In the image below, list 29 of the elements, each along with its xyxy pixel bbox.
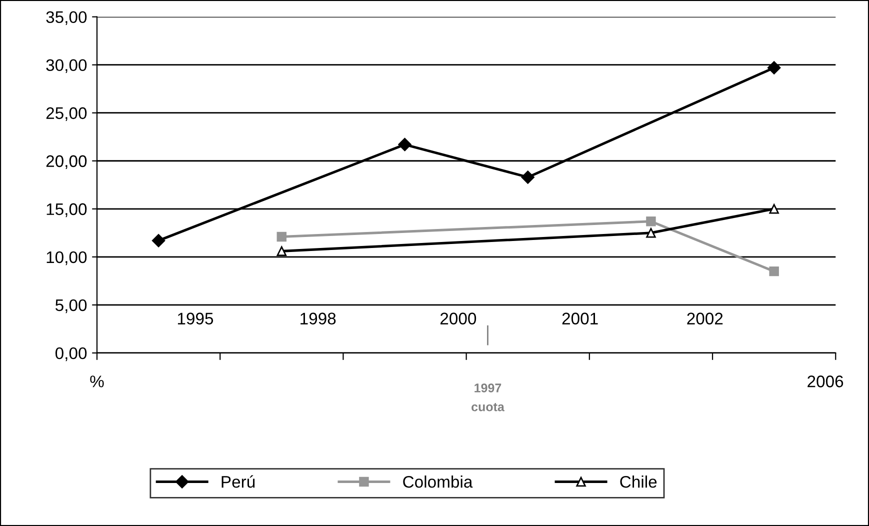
point — [521, 170, 534, 184]
y-tick-label: 15,00 — [46, 203, 87, 218]
y-tick-label: 5,00 — [55, 299, 87, 314]
point — [646, 228, 656, 238]
point — [769, 266, 779, 276]
point — [152, 234, 166, 248]
legend-label: Perú — [222, 475, 255, 488]
point — [767, 61, 781, 74]
annotation: 1998 — [300, 312, 336, 324]
y-tick-label: 10,00 — [46, 251, 87, 266]
y-tick-label: 25,00 — [46, 107, 87, 122]
text: 1997 cuota — [472, 384, 504, 412]
text: % — [90, 376, 104, 388]
y-tick-label: 35,00 — [46, 11, 87, 26]
annotation: 1995 — [178, 312, 214, 324]
y-tick-label: 20,00 — [46, 155, 87, 170]
annotation: 2001 — [562, 312, 598, 324]
point — [646, 216, 656, 226]
point — [276, 232, 287, 242]
annotation: 2002 — [687, 312, 723, 324]
legend-label: Colombia — [403, 476, 473, 488]
point — [769, 204, 779, 214]
legend-label: Chile — [620, 476, 657, 488]
point — [398, 138, 412, 152]
text: 2006 — [808, 376, 844, 388]
y-tick-label: 30,00 — [46, 59, 87, 74]
annotation: 2000 — [440, 312, 476, 324]
y-tick-label: 0,00 — [55, 347, 87, 362]
point — [276, 246, 287, 256]
